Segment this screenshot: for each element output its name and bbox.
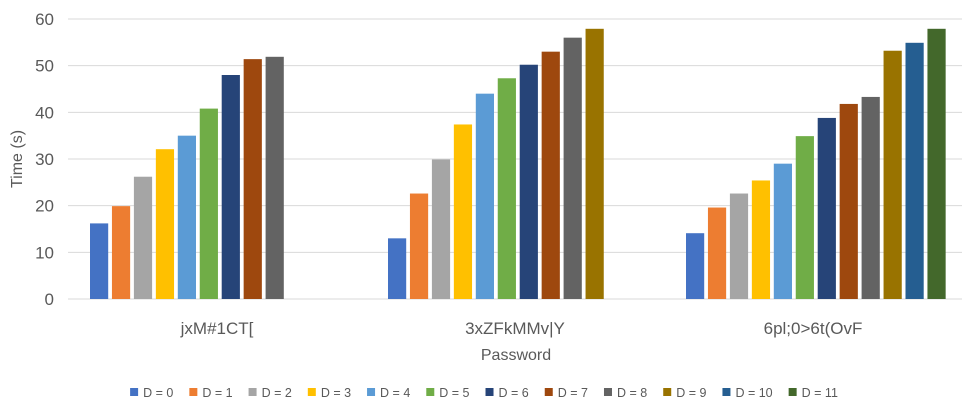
x-axis-title: Password: [481, 347, 551, 364]
bar: [90, 223, 109, 299]
bar: [111, 206, 131, 299]
y-tick-label: 20: [35, 197, 54, 216]
x-axis-categories: jxM#1CT[ 3xZFkMMv|Y 6pl;0>6t(OvF: [180, 319, 863, 338]
legend-swatch: [248, 388, 257, 396]
legend-label: D = 2: [262, 386, 292, 400]
legend: D = 0 D = 1 D = 2 D = 3 D = 4 D = 5 D = 6 D = 7…: [130, 386, 838, 400]
bar: [133, 176, 153, 299]
bars: [90, 28, 946, 300]
legend-swatch: [189, 388, 198, 396]
legend-label: D = 4: [380, 386, 410, 400]
legend-label: D = 10: [735, 386, 772, 400]
bar: [199, 108, 218, 299]
bar: [155, 149, 175, 299]
legend-label: D = 8: [617, 386, 647, 400]
legend-swatch: [603, 388, 612, 396]
bar: [883, 50, 902, 299]
bar: [585, 28, 604, 300]
bar: [686, 233, 705, 299]
legend-label: D = 3: [321, 386, 351, 400]
bar: [795, 136, 814, 299]
legend-swatch: [663, 388, 672, 396]
legend-label: D = 0: [143, 386, 173, 400]
y-axis-title: Time (s): [9, 130, 26, 188]
y-tick-label: 50: [35, 57, 54, 76]
bar: [563, 37, 582, 300]
bar: [475, 93, 494, 300]
legend-label: D = 9: [676, 386, 706, 400]
y-tick-label: 0: [45, 290, 54, 309]
bar: [221, 75, 240, 299]
bar: [751, 180, 771, 299]
y-tick-label: 40: [35, 103, 54, 122]
bar: [265, 56, 284, 299]
bar: [861, 96, 880, 299]
y-tick-label: 30: [35, 150, 54, 169]
x-category-label: 6pl;0>6t(OvF: [764, 319, 863, 338]
legend-swatch: [367, 388, 376, 396]
legend-swatch: [485, 388, 494, 396]
bar: [707, 207, 727, 299]
legend-swatch: [788, 388, 797, 396]
bar: [839, 103, 858, 299]
legend-label: D = 1: [202, 386, 232, 400]
bar: [177, 135, 196, 299]
legend-swatch: [544, 388, 553, 396]
bar: [497, 78, 516, 300]
bar: [927, 28, 946, 300]
bar: [409, 193, 429, 299]
legend-swatch: [426, 388, 435, 396]
bar: [243, 59, 262, 300]
bar: [729, 193, 749, 299]
legend-swatch: [722, 388, 731, 396]
y-tick-label: 10: [35, 243, 54, 262]
legend-label: D = 7: [558, 386, 588, 400]
bar: [773, 163, 792, 299]
bar: [905, 42, 924, 300]
y-axis-ticks: 0 10 20 30 40 50 60: [35, 10, 54, 309]
y-tick-label: 60: [35, 10, 54, 29]
bar: [817, 117, 836, 299]
bar: [431, 159, 451, 299]
x-category-label: 3xZFkMMv|Y: [465, 319, 565, 338]
legend-label: D = 11: [802, 386, 838, 400]
bar: [388, 238, 407, 299]
legend-swatch: [307, 388, 316, 396]
bar: [519, 64, 538, 299]
bar: [453, 124, 473, 299]
bar: [541, 51, 560, 299]
x-category-label: jxM#1CT[: [180, 319, 254, 338]
legend-label: D = 5: [439, 386, 469, 400]
legend-label: D = 6: [499, 386, 529, 400]
legend-swatch: [130, 388, 139, 396]
